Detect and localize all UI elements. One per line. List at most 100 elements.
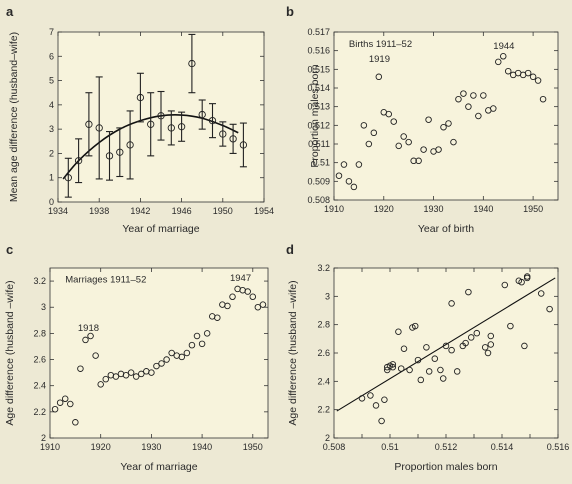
data-point [546, 305, 553, 313]
data-point [105, 152, 114, 160]
data-point [183, 349, 191, 357]
data-point [431, 355, 439, 362]
data-point [490, 105, 497, 112]
data-point [126, 141, 134, 149]
annotation: 1918 [78, 323, 99, 334]
y-axis-label: Age difference (husband –wife) [4, 280, 16, 425]
data-point [72, 419, 79, 426]
data-point [410, 157, 417, 165]
data-point [460, 90, 467, 97]
data-point [367, 392, 374, 399]
data-point [153, 362, 160, 370]
x-axis-label: Year of marriage [122, 223, 199, 235]
data-point [442, 342, 450, 350]
data-point [423, 344, 430, 351]
data-point [501, 281, 509, 289]
data-point [157, 112, 165, 120]
data-point [425, 368, 433, 375]
y-tick-label: 0.509 [307, 176, 330, 186]
data-point [389, 361, 397, 368]
data-point [415, 157, 422, 165]
data-point [87, 332, 94, 340]
y-tick-label: 2 [41, 433, 46, 443]
data-point [440, 123, 447, 131]
data-point [61, 395, 69, 403]
x-tick-label: 1950 [213, 206, 233, 216]
data-point [85, 120, 93, 128]
data-point [335, 172, 343, 179]
data-point [397, 365, 405, 372]
data-point [82, 336, 89, 344]
y-tick-label: 2.8 [317, 320, 330, 330]
data-point [395, 142, 402, 150]
y-tick-label: 2.6 [33, 355, 46, 365]
data-point [360, 122, 368, 129]
data-point [229, 293, 236, 301]
data-point [95, 124, 103, 132]
x-axis-label: Year of birth [418, 223, 474, 235]
data-point [484, 349, 492, 357]
annotation: Marriages 1911–52 [65, 274, 146, 285]
panel-letter: b [286, 4, 294, 19]
y-tick-label: 6 [49, 51, 54, 61]
x-tick-label: 1940 [473, 204, 493, 214]
data-point [77, 365, 84, 372]
data-point [448, 300, 455, 307]
y-tick-label: 7 [49, 27, 54, 37]
y-tick-label: 5 [49, 76, 54, 86]
data-point [345, 178, 353, 185]
data-point [254, 303, 262, 311]
panel-letter: c [6, 242, 13, 257]
x-tick-label: 1930 [141, 442, 161, 452]
annotation: 1947 [230, 273, 251, 284]
data-point [521, 342, 528, 350]
data-point [507, 322, 514, 330]
x-tick-label: 1920 [374, 204, 394, 214]
data-point [381, 396, 388, 404]
data-point [224, 302, 231, 310]
data-point [475, 112, 482, 120]
data-point [534, 77, 542, 84]
data-point [350, 183, 358, 191]
data-point [56, 399, 64, 406]
data-point [167, 124, 175, 132]
x-axis-label: Proportion males born [394, 461, 497, 473]
data-point [147, 120, 155, 128]
data-point [188, 59, 196, 68]
data-point [148, 369, 155, 376]
y-tick-label: 3.2 [317, 263, 330, 273]
data-point [214, 314, 221, 321]
x-tick-label: 1938 [89, 206, 109, 216]
data-point [481, 344, 489, 351]
y-tick-label: 0 [49, 197, 54, 207]
data-point [406, 366, 413, 374]
plot-area [333, 31, 559, 201]
data-point [523, 273, 531, 280]
data-point [453, 368, 461, 375]
x-tick-label: 1942 [130, 206, 150, 216]
data-point [372, 402, 380, 409]
data-point [64, 174, 72, 182]
data-point [435, 146, 442, 153]
y-tick-label: 0.511 [308, 139, 330, 149]
data-point [229, 135, 237, 143]
data-point [448, 346, 455, 354]
data-point [244, 288, 251, 295]
data-point [138, 370, 145, 378]
data-point [462, 339, 469, 347]
y-tick-label: 2.2 [33, 407, 46, 417]
data-point [198, 340, 206, 348]
data-point [158, 360, 165, 367]
panel-a: a 1934 1938 1942 1946 1950 1954 0 1 2 3 4 5 6 7 Year of… [6, 4, 274, 235]
panel-b: b 1910 1920 1930 1940 1950 0.508 0.509 0.51 0.511… [286, 4, 559, 235]
x-tick-label: 0.514 [491, 442, 514, 452]
data-point [495, 58, 502, 66]
panel-c: c 1910 1920 1930 1940 1950 2 2.2 2.4 2.6 2.8 3 3.2 Ye… [4, 242, 269, 473]
data-point [524, 69, 532, 77]
y-tick-label: 0.508 [307, 195, 330, 205]
data-point [177, 123, 186, 131]
data-point [445, 120, 452, 127]
y-tick-label: 0.51 [312, 158, 330, 168]
x-tick-label: 1934 [48, 206, 68, 216]
data-point [473, 329, 481, 337]
